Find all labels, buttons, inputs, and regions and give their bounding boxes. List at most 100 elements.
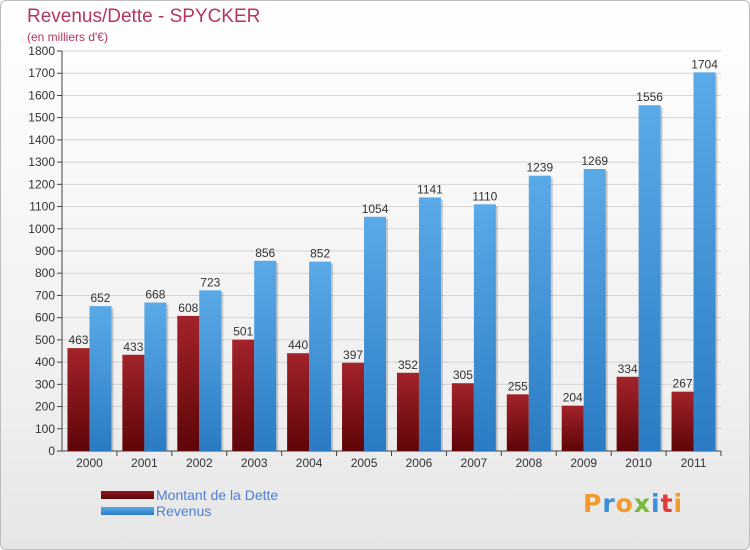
y-tick-label: 100 [35, 422, 55, 436]
bar-debt-2007 [451, 383, 474, 451]
y-tick-label: 700 [35, 288, 55, 302]
bar-debt-2010 [616, 376, 639, 451]
data-label-revenus-2000: 652 [90, 291, 110, 305]
bar-revenus-2003 [254, 260, 277, 451]
logo-letter: t [660, 489, 674, 518]
y-tick-label: 1200 [28, 177, 55, 191]
legend-item-revenus: Revenus [101, 503, 278, 519]
bar-revenus-2000 [89, 306, 112, 451]
y-tick-label: 900 [35, 244, 55, 258]
y-tick-label: 1600 [28, 88, 55, 102]
data-label-revenus-2004: 852 [310, 247, 330, 261]
x-tick-label: 2002 [186, 456, 213, 470]
data-label-debt-2007: 305 [453, 368, 473, 382]
data-label-debt-2002: 608 [178, 301, 198, 315]
legend-item-debt: Montant de la Dette [101, 487, 278, 503]
y-tick-label: 300 [35, 377, 55, 391]
data-label-debt-2010: 334 [618, 362, 638, 376]
legend-label-debt: Montant de la Dette [156, 487, 279, 503]
x-tick-label: 2000 [76, 456, 103, 470]
bar-revenus-2006 [418, 197, 441, 451]
bar-debt-2003 [232, 339, 255, 451]
bar-debt-2002 [177, 315, 200, 451]
y-tick-label: 1100 [29, 200, 55, 214]
data-label-debt-2009: 204 [563, 391, 583, 405]
bar-debt-2011 [671, 391, 694, 451]
data-label-revenus-2009: 1269 [581, 154, 608, 168]
bar-revenus-2005 [364, 216, 387, 451]
y-tick-label: 800 [35, 266, 55, 280]
data-label-revenus-2003: 856 [255, 246, 275, 260]
x-tick-label: 2003 [241, 456, 268, 470]
y-tick-label: 500 [35, 333, 55, 347]
legend-label-revenus: Revenus [156, 503, 212, 519]
bars [67, 72, 718, 451]
x-tick-label: 2007 [461, 456, 488, 470]
x-tick-label: 2008 [515, 456, 542, 470]
data-label-debt-2008: 255 [508, 379, 528, 393]
data-label-debt-2003: 501 [233, 325, 253, 339]
proxiti-logo: Proxiti [583, 489, 683, 518]
logo-letter: x [633, 489, 651, 518]
bar-revenus-2010 [638, 105, 661, 451]
bar-revenus-2007 [473, 204, 496, 451]
x-tick-label: 2004 [296, 456, 323, 470]
y-tick-label: 1000 [28, 222, 55, 236]
bar-revenus-2008 [528, 175, 551, 451]
chart-title: Revenus/Dette - SPYCKER [27, 6, 261, 27]
bar-revenus-2009 [583, 169, 606, 451]
y-tick-label: 1400 [28, 133, 55, 147]
bar-revenus-2004 [309, 261, 332, 451]
bar-revenus-2011 [693, 72, 716, 451]
legend-swatch-debt [101, 491, 154, 499]
axes: 0 100 200 300 400 500 600 700 800 900 1000 1100 1200… [28, 44, 722, 470]
x-tick-label: 2001 [131, 456, 158, 470]
data-label-revenus-2006: 1141 [417, 182, 443, 196]
logo-letter: r [602, 489, 616, 518]
y-tick-label: 400 [35, 355, 55, 369]
data-label-debt-2006: 352 [398, 358, 418, 372]
logo-letter: i [673, 489, 684, 518]
data-label-revenus-2002: 723 [200, 275, 220, 289]
data-label-revenus-2005: 1054 [362, 202, 389, 216]
y-tick-label: 1700 [28, 66, 55, 80]
bar-debt-2004 [287, 353, 310, 451]
bar-debt-2005 [342, 362, 365, 451]
data-label-debt-2005: 397 [343, 348, 363, 362]
data-label-debt-2011: 267 [673, 377, 693, 391]
x-tick-label: 2005 [351, 456, 378, 470]
legend-swatch-revenus [101, 507, 154, 515]
data-label-debt-2001: 433 [123, 340, 143, 354]
bar-debt-2008 [506, 394, 529, 451]
data-label-revenus-2010: 1556 [636, 90, 663, 104]
bar-debt-2000 [67, 348, 90, 451]
logo-letter: i [651, 489, 661, 518]
data-label-revenus-2008: 1239 [526, 161, 553, 175]
x-tick-label: 2009 [570, 456, 597, 470]
bar-revenus-2002 [199, 290, 222, 451]
data-label-revenus-2001: 668 [145, 288, 165, 302]
legend: Montant de la Dette Revenus [101, 487, 278, 519]
chart-subtitle: (en milliers d'€) [27, 30, 108, 44]
logo-letter: o [615, 489, 634, 518]
logo-letter: P [583, 489, 603, 518]
gridlines [62, 50, 721, 452]
bar-revenus-2001 [144, 302, 167, 451]
bar-debt-2001 [122, 354, 145, 451]
y-tick-label: 600 [35, 311, 55, 325]
y-tick-label: 1500 [28, 111, 55, 125]
data-label-debt-2004: 440 [288, 338, 308, 352]
bar-debt-2009 [561, 405, 584, 451]
y-tick-label: 1800 [28, 44, 55, 58]
y-tick-label: 200 [35, 400, 55, 414]
x-tick-label: 2006 [406, 456, 433, 470]
x-tick-label: 2011 [681, 456, 707, 470]
data-label-debt-2000: 463 [68, 333, 88, 347]
data-label-revenus-2011: 1704 [691, 57, 718, 71]
bar-debt-2006 [396, 372, 419, 451]
y-tick-label: 0 [48, 444, 55, 458]
y-tick-label: 1300 [28, 155, 55, 169]
